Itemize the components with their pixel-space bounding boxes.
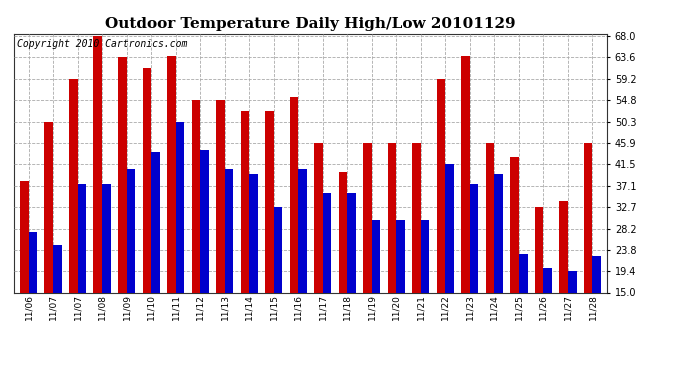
Bar (274, 207, 282, 365)
Bar (151, 152, 159, 365)
Bar (167, 56, 176, 365)
Bar (265, 111, 274, 365)
Bar (143, 68, 151, 365)
Bar (445, 164, 454, 365)
Bar (290, 97, 298, 365)
Bar (126, 169, 135, 365)
Bar (339, 172, 347, 365)
Title: Outdoor Temperature Daily High/Low 20101129: Outdoor Temperature Daily High/Low 20101… (105, 17, 516, 31)
Bar (568, 271, 577, 365)
Bar (535, 207, 544, 365)
Bar (388, 143, 396, 365)
Bar (314, 143, 323, 365)
Bar (44, 122, 53, 365)
Text: Copyright 2010 Cartronics.com: Copyright 2010 Cartronics.com (17, 39, 187, 49)
Bar (93, 36, 102, 365)
Bar (462, 56, 470, 365)
Bar (102, 184, 110, 365)
Bar (176, 122, 184, 365)
Bar (225, 169, 233, 365)
Bar (519, 254, 528, 365)
Bar (396, 220, 405, 365)
Bar (200, 150, 209, 365)
Bar (511, 157, 519, 365)
Bar (584, 142, 593, 365)
Bar (241, 111, 249, 365)
Bar (372, 220, 380, 365)
Bar (249, 174, 258, 365)
Bar (53, 245, 61, 365)
Bar (437, 79, 445, 365)
Bar (298, 169, 307, 365)
Bar (412, 143, 421, 365)
Bar (347, 194, 356, 365)
Bar (118, 57, 126, 365)
Bar (192, 100, 200, 365)
Bar (486, 142, 495, 365)
Bar (560, 201, 568, 365)
Bar (323, 194, 331, 365)
Bar (421, 220, 429, 365)
Bar (363, 143, 372, 365)
Bar (28, 232, 37, 365)
Bar (470, 184, 478, 365)
Bar (593, 256, 601, 365)
Bar (495, 174, 503, 365)
Bar (544, 268, 552, 365)
Bar (216, 100, 225, 365)
Bar (77, 184, 86, 365)
Bar (20, 181, 28, 365)
Bar (69, 79, 77, 365)
